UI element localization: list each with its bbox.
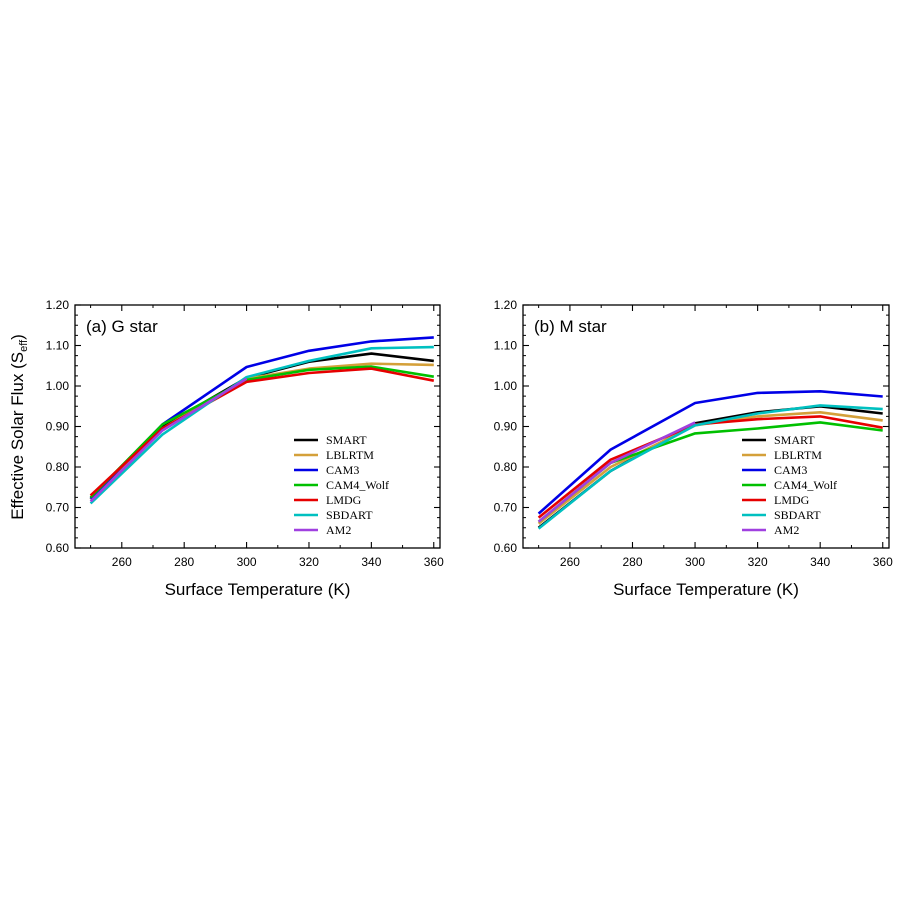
x-tick-label: 300 [685,555,705,569]
legend-label: SBDART [326,508,373,522]
x-tick-label: 340 [361,555,381,569]
panel-title: (a) G star [86,317,158,336]
series-line-am2 [89,377,248,503]
legend-label: LBLRTM [326,448,374,462]
x-axis-label: Surface Temperature (K) [165,580,351,599]
series-line-cam3 [537,389,883,515]
series-line-cam3 [89,336,434,500]
series-line-sbdart [89,345,434,505]
y-tick-label: 0.60 [46,541,70,555]
x-tick-label: 320 [299,555,319,569]
panel-title: (b) M star [534,317,607,336]
x-tick-label: 360 [873,555,893,569]
y-tick-label: 1.10 [46,339,70,353]
panel-m-star: 260 280 300 320 340 360 0.60 0.70 0.80 0.90 1.00 1.… [494,298,893,599]
y-tick-label: 0.80 [494,460,518,474]
legend-label: AM2 [326,523,351,537]
y-tick-label: 0.70 [494,501,518,515]
series-line-lmdg [89,367,435,497]
legend-label: AM2 [774,523,799,537]
y-tick-label: 0.70 [46,501,70,515]
x-tick-label: 260 [560,555,580,569]
series-line-am2 [537,421,696,523]
series-line-sbdart [537,404,883,530]
legend-label: CAM3 [774,463,807,477]
x-tick-label: 340 [810,555,830,569]
y-tick-label: 1.00 [46,379,70,393]
series-line-cam4-wolf [89,365,435,499]
x-tick-label: 320 [748,555,768,569]
series-line-lmdg [537,415,883,519]
series-line-cam4-wolf [537,421,883,523]
y-tick-label: 1.10 [494,339,518,353]
x-tick-label: 300 [237,555,257,569]
x-tick-label: 280 [174,555,194,569]
legend-label: LMDG [774,493,810,507]
legend-label: CAM4_Wolf [774,478,837,492]
y-tick-label: 0.60 [494,541,518,555]
legend-label: LMDG [326,493,362,507]
legend-label: CAM4_Wolf [326,478,389,492]
x-tick-label: 360 [424,555,444,569]
x-tick-label: 260 [112,555,132,569]
y-tick-label: 0.80 [46,460,70,474]
y-axis-label: Effective Solar Flux (Seff) [8,334,30,520]
plot-frame [522,304,890,549]
y-tick-label: 1.00 [494,379,518,393]
y-tick-label: 0.90 [46,420,70,434]
y-tick-label: 1.20 [46,298,70,312]
legend-label: LBLRTM [774,448,822,462]
legend-label: SMART [326,433,367,447]
y-tick-label: 0.90 [494,420,518,434]
x-axis-label: Surface Temperature (K) [613,580,799,599]
legend-label: SMART [774,433,815,447]
y-tick-label: 1.20 [494,298,518,312]
legend-label: CAM3 [326,463,359,477]
x-tick-label: 280 [622,555,642,569]
panel-g-star: 260 280 300 320 340 360 0.60 0.70 0.80 0.90 1.00 1.… [46,298,444,599]
legend-label: SBDART [774,508,821,522]
